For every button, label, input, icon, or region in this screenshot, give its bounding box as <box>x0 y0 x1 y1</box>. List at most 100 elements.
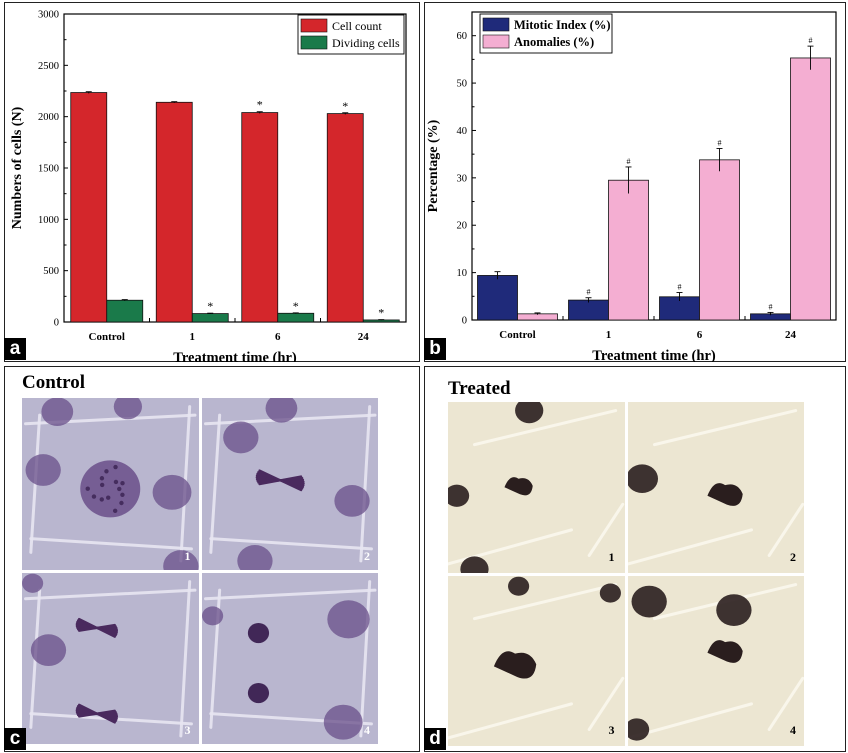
chromatin <box>120 481 125 486</box>
significance-mark: * <box>293 299 299 313</box>
micrograph-grid-control: 1 2 3 4 <box>22 398 378 744</box>
micrograph-treated-1: 1 <box>448 402 625 573</box>
nucleus <box>627 464 658 494</box>
chromosome <box>257 469 302 492</box>
panel-c-title: Control <box>22 372 85 393</box>
y-axis-label: Numbers of cells (N) <box>10 106 25 229</box>
y-tick-label: 0 <box>54 318 59 329</box>
bar <box>241 112 279 323</box>
micrograph-control-4: 4 <box>201 572 378 744</box>
nucleus <box>222 421 258 454</box>
panel-a: 0 500 1000 1500 2000 2500 3000 Control 1 * 6 * * 24 * *… <box>4 2 420 362</box>
nucleus <box>236 545 273 570</box>
micrograph-number: 1 <box>608 549 615 564</box>
nucleus <box>265 398 297 423</box>
chromatin <box>99 497 104 502</box>
micrograph-number: 4 <box>790 723 796 737</box>
nucleus <box>152 474 192 510</box>
panel-letter-c: c <box>4 728 26 750</box>
bar <box>191 313 229 323</box>
chromatin <box>104 469 109 474</box>
x-tick-label: 6 <box>275 331 281 343</box>
panel-c: Control 1 2 3 4 c <box>4 366 420 752</box>
x-axis-label: Treatment time (hr) <box>173 350 297 362</box>
micrograph-number: 2 <box>790 549 796 564</box>
y-tick-label: 30 <box>457 173 468 184</box>
significance-mark: # <box>587 288 591 297</box>
chromatin <box>113 479 119 485</box>
nucleus <box>201 605 223 625</box>
cell-wall <box>24 588 197 600</box>
chromosome <box>78 703 116 724</box>
legend-label: Anomalies (%) <box>514 35 594 49</box>
bar <box>568 299 609 321</box>
significance-mark: # <box>678 283 682 292</box>
nucleus <box>113 398 143 420</box>
chromatin <box>112 508 118 514</box>
legend-label: Cell count <box>332 19 382 33</box>
nucleus <box>627 717 649 741</box>
plot-frame <box>471 11 837 321</box>
y-tick-label: 60 <box>457 31 468 42</box>
bar <box>277 312 315 323</box>
chromatin <box>91 494 97 499</box>
micrograph-image <box>24 398 199 570</box>
nucleus <box>508 576 530 596</box>
chromatin <box>99 476 105 481</box>
significance-mark: * <box>378 306 384 320</box>
bar <box>106 299 144 323</box>
bar <box>790 57 831 321</box>
cell-wall <box>358 579 371 737</box>
micrograph-treated-2: 2 <box>627 402 804 573</box>
chromosome-cluster <box>504 477 533 496</box>
significance-mark: * <box>257 98 263 112</box>
significance-mark: # <box>627 157 631 166</box>
panel-letter-d: d <box>424 728 446 750</box>
y-tick-label: 3000 <box>38 10 59 21</box>
legend-swatch <box>300 35 328 50</box>
legend-swatch <box>482 17 510 32</box>
micrograph-image <box>201 579 376 740</box>
nucleus <box>247 682 269 703</box>
chromatin <box>106 495 111 500</box>
x-tick-label: 6 <box>697 329 703 341</box>
chromosome-cluster <box>706 483 743 506</box>
chromosome <box>78 617 116 638</box>
micrograph-number: 4 <box>364 723 370 737</box>
micrograph-grid-treated: 1 2 3 4 <box>448 402 804 746</box>
y-tick-label: 50 <box>457 79 468 90</box>
nucleus <box>515 402 544 424</box>
micrograph-image <box>22 573 197 737</box>
x-tick-label: Control <box>89 331 125 343</box>
legend-swatch <box>482 34 510 49</box>
panel-d-title: Treated <box>448 378 511 399</box>
cell-wall <box>448 701 574 739</box>
nucleus <box>460 556 489 573</box>
chromatin <box>99 482 105 488</box>
nucleus <box>448 484 470 507</box>
chart-b: 0 10 20 30 40 50 60 Control 1 # #6 # #24 # # Treatment … <box>426 11 837 362</box>
panel-c-frame <box>4 366 420 752</box>
chromatin <box>119 500 124 506</box>
chromosome-cluster <box>706 639 743 663</box>
cell-wall <box>627 528 753 566</box>
micrograph-number: 2 <box>364 548 370 563</box>
y-tick-label: 1000 <box>38 215 59 226</box>
y-axis-label: Percentage (%) <box>426 119 441 212</box>
x-tick-label: 24 <box>785 329 797 341</box>
cell-wall <box>587 676 625 731</box>
nucleus <box>333 485 370 517</box>
bar <box>326 113 364 323</box>
significance-mark: # <box>718 138 722 147</box>
panel-a-frame <box>4 2 420 362</box>
micrograph-image <box>448 576 625 739</box>
micrograph-treated-4: 4 <box>627 575 804 746</box>
significance-mark: # <box>769 302 773 311</box>
y-tick-label: 500 <box>43 266 59 277</box>
significance-mark: * <box>207 299 213 313</box>
x-tick-label: 24 <box>358 331 370 343</box>
micrograph-control-2: 2 <box>201 398 378 570</box>
micrograph-control-1: 1 <box>22 398 199 570</box>
x-tick-label: Control <box>499 329 535 341</box>
chromosome-cluster <box>493 650 537 679</box>
